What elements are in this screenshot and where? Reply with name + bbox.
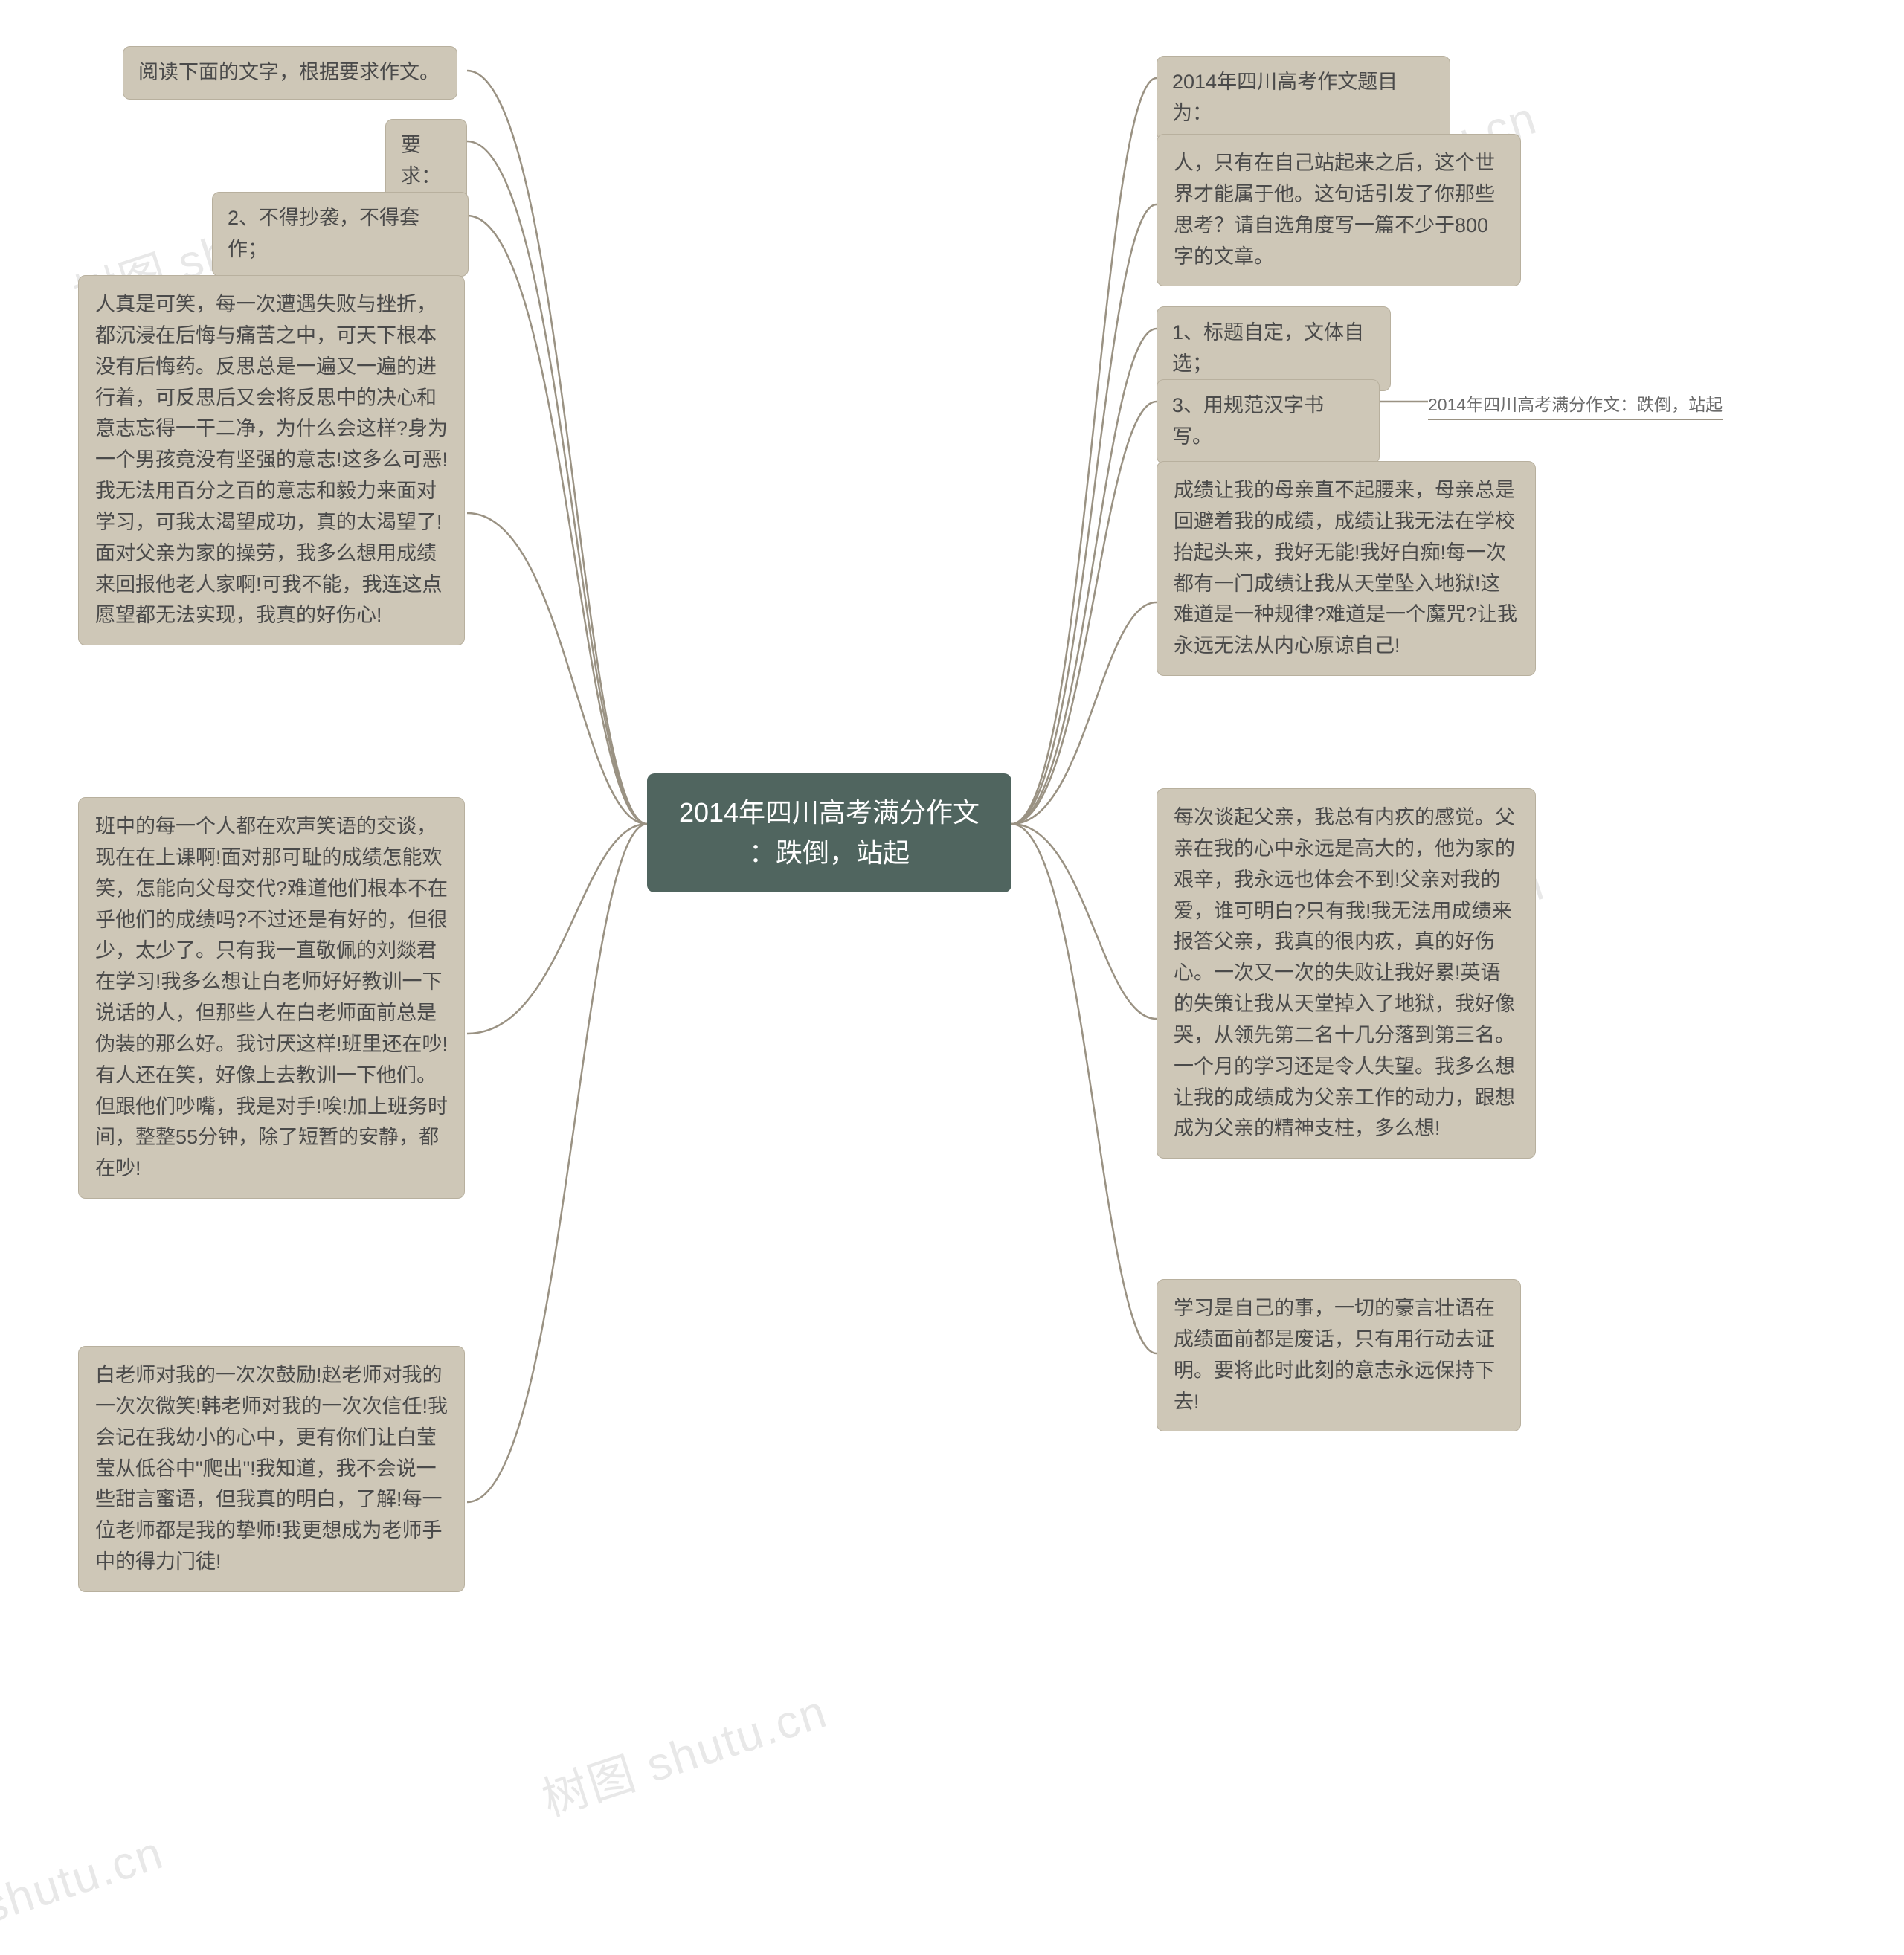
left-node-3: 2、不得抄袭，不得套作； xyxy=(212,192,469,277)
watermark: 树图 shutu.cn xyxy=(533,1674,834,1829)
center-node: 2014年四川高考满分作文 ：跌倒，站起 xyxy=(647,773,1012,892)
left-node-6: 白老师对我的一次次鼓励!赵老师对我的一次次微笑!韩老师对我的一次次信任!我会记在… xyxy=(78,1346,465,1592)
left-node-5: 班中的每一个人都在欢声笑语的交谈，现在在上课啊!面对那可耻的成绩怎能欢笑，怎能向… xyxy=(78,797,465,1199)
left-node-1: 阅读下面的文字，根据要求作文。 xyxy=(123,46,457,100)
right-node-2: 人，只有在自己站起来之后，这个世界才能属于他。这句话引发了你那些思考？请自选角度… xyxy=(1157,134,1521,286)
center-title-line2: ：跌倒，站起 xyxy=(749,837,910,868)
right-node-7: 学习是自己的事，一切的豪言壮语在成绩面前都是废话，只有用行动去证明。要将此时此刻… xyxy=(1157,1279,1521,1431)
right-node-1: 2014年四川高考作文题目为： xyxy=(1157,56,1450,141)
left-node-4: 人真是可笑，每一次遭遇失败与挫折，都沉浸在后悔与痛苦之中，可天下根本没有后悔药。… xyxy=(78,275,465,645)
left-node-2: 要求： xyxy=(385,119,467,204)
right-node-5: 成绩让我的母亲直不起腰来，母亲总是回避着我的成绩，成绩让我无法在学校抬起头来，我… xyxy=(1157,461,1536,676)
right-node-4-leaf: 2014年四川高考满分作文：跌倒，站起 xyxy=(1428,390,1723,420)
right-node-3: 1、标题自定，文体自选； xyxy=(1157,306,1391,391)
right-node-6: 每次谈起父亲，我总有内疚的感觉。父亲在我的心中永远是高大的，他为家的艰辛，我永远… xyxy=(1157,788,1536,1159)
right-node-4: 3、用规范汉字书写。 xyxy=(1157,379,1380,464)
center-title-line1: 2014年四川高考满分作文 xyxy=(679,797,980,828)
watermark: 图 shutu.cn xyxy=(0,1815,170,1955)
